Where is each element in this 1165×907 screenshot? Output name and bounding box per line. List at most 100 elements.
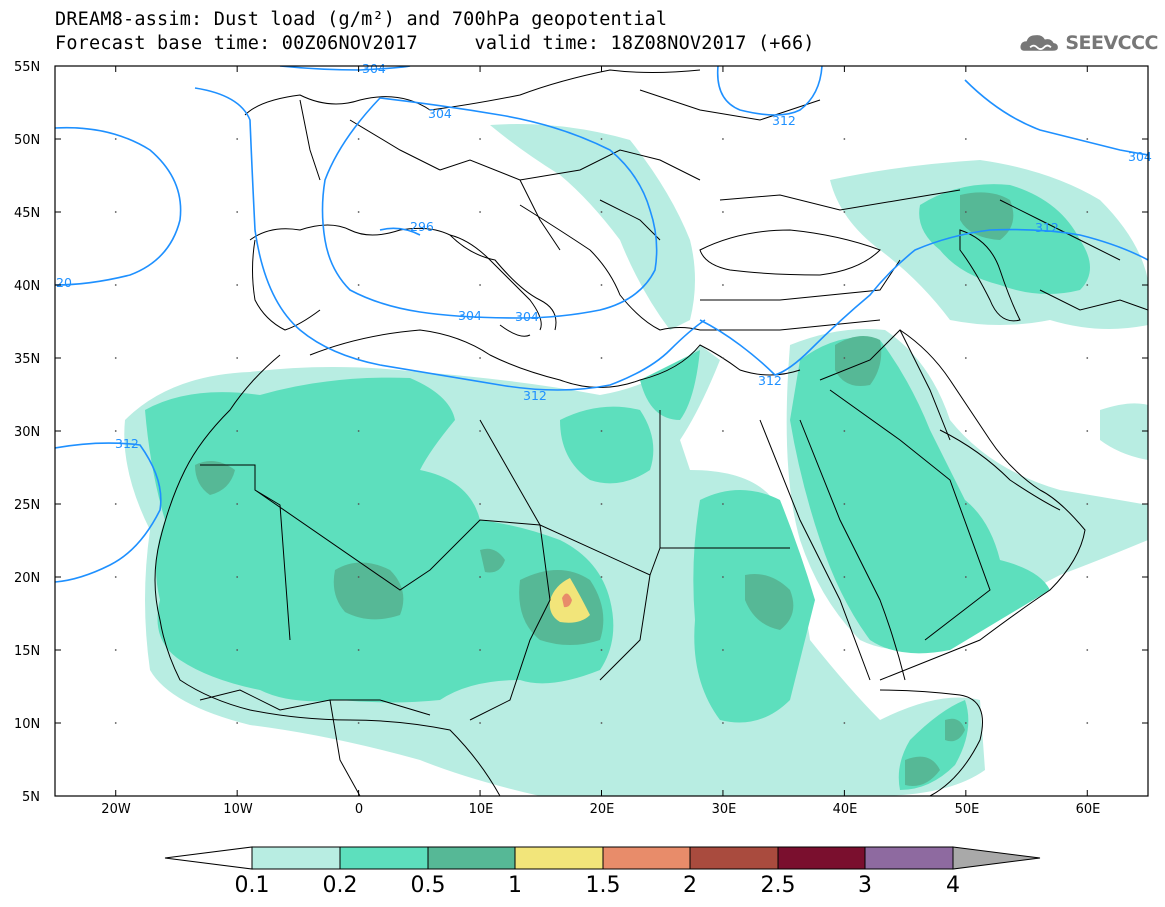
grid-dot [357,357,360,359]
border-europe-b [519,179,661,251]
contour-label: 296 [410,219,434,234]
lat-label: 30N [14,425,40,440]
colorbar-segment [689,846,779,870]
coastline-caspian [959,229,1021,322]
contour-labels: 304 304 312 304 296 20 304 304 312 312 3… [56,61,1152,451]
dust-area-dark-tibesti [905,756,940,786]
dust-area-dark-somalia [945,718,965,742]
grid-dot [964,211,967,213]
grid-dot [722,357,724,359]
colorbar-label: 0.5 [411,873,446,898]
border-europe-a [299,99,701,181]
grid-dot [964,722,967,724]
border-west-africa-south [199,689,431,796]
grid-dot [964,576,967,578]
colorbar-segment [864,846,954,870]
grid-dot [114,649,117,651]
contour-312-atlantic [55,442,162,583]
longitude-labels: 20W 10W 0 10E 20E 30E 40E 50E 60E [101,802,1100,817]
contour-312-east [699,228,1148,376]
map-title-line-2: Forecast base time: 00Z06NOV2017 valid t… [55,33,815,54]
grid-dot [479,722,481,724]
lat-label: 50N [14,133,40,148]
colorbar-under-arrow [164,846,253,870]
contour-label: 312 [1035,220,1059,235]
colorbar-label: 1 [508,873,522,898]
lat-label: 5N [22,790,40,805]
latitude-labels: 55N 50N 45N 40N 35N 30N 25N 20N 15N 10N … [14,60,40,805]
grid-dot [600,722,603,724]
grid-dot [114,503,117,505]
grid-dot [114,576,117,578]
grid-dot [479,138,481,140]
contour-label: 312 [523,388,547,403]
lat-label: 25N [14,498,40,513]
dust-area-mid-westafrica [145,377,614,703]
lon-label: 10E [469,802,494,817]
lat-label: 45N [14,206,40,221]
coastline-black-sea [699,229,881,276]
grid-dot [236,576,239,578]
contour-304-north [279,66,411,71]
colorbar: 0.1 0.2 0.5 1 1.5 2 2.5 3 4 [164,846,1041,898]
grid-dot [236,722,239,724]
grid-dot [236,138,239,140]
grid-dot [357,722,360,724]
coastline-horn-africa [879,689,983,796]
grid-dot [722,284,724,286]
grid-dot [236,430,239,432]
colorbar-segment [251,846,341,870]
coastline-west-africa [154,354,501,796]
grid-dot [357,576,360,578]
grid-dot [1086,357,1089,359]
grid-dot [722,503,724,505]
grid-dot [964,649,967,651]
grid-dot [843,649,846,651]
grid-dot [357,503,360,505]
dust-load-shading [124,124,1148,796]
lon-label: 30E [712,802,737,817]
lat-label: 15N [14,644,40,659]
contour-label: 312 [115,436,139,451]
grid-dot [600,284,603,286]
dust-area-orange-chad [562,593,572,608]
lat-label: 20N [14,571,40,586]
lat-label: 35N [14,352,40,367]
grid-dot [236,649,239,651]
grid-dot [600,138,603,140]
colorbar-label: 0.2 [323,873,358,898]
contour-label: 304 [428,106,452,121]
border-iraq-iran [819,329,951,441]
grid-dot [114,722,117,724]
grid-dot [600,211,603,213]
grid-dot [114,211,117,213]
dust-area-mid-arabia [790,337,1050,654]
grid-dot [1086,503,1089,505]
colorbar-label: 3 [858,873,872,898]
grid-dot [722,430,724,432]
grid-dot [722,211,724,213]
lon-label: 0 [355,802,363,817]
coastline-north-africa [309,329,801,388]
border-libya-egypt [479,410,790,576]
grid-dot [843,211,846,213]
grid-dot [843,722,846,724]
coastline-europe [244,69,701,331]
border-algeria-mali [200,464,541,641]
grid-dot [722,576,724,578]
map-title-line-1: DREAM8-assim: Dust load (g/m²) and 700hP… [55,9,668,30]
grid-dot [236,357,239,359]
grid-dot [722,722,724,724]
grid-dot [1086,576,1089,578]
lon-label: 50E [955,802,980,817]
border-sudan-chad [469,524,651,721]
coastline-arabia [879,329,1086,681]
contour-304-europe [194,87,706,391]
contour-label: 304 [1128,149,1152,164]
grid-dot [600,503,603,505]
contour-304-inner [321,97,658,319]
cloud-icon [1020,35,1058,51]
contour-304-ne [964,79,1148,156]
grid-dot [722,649,724,651]
coastlines-borders [154,69,1148,796]
